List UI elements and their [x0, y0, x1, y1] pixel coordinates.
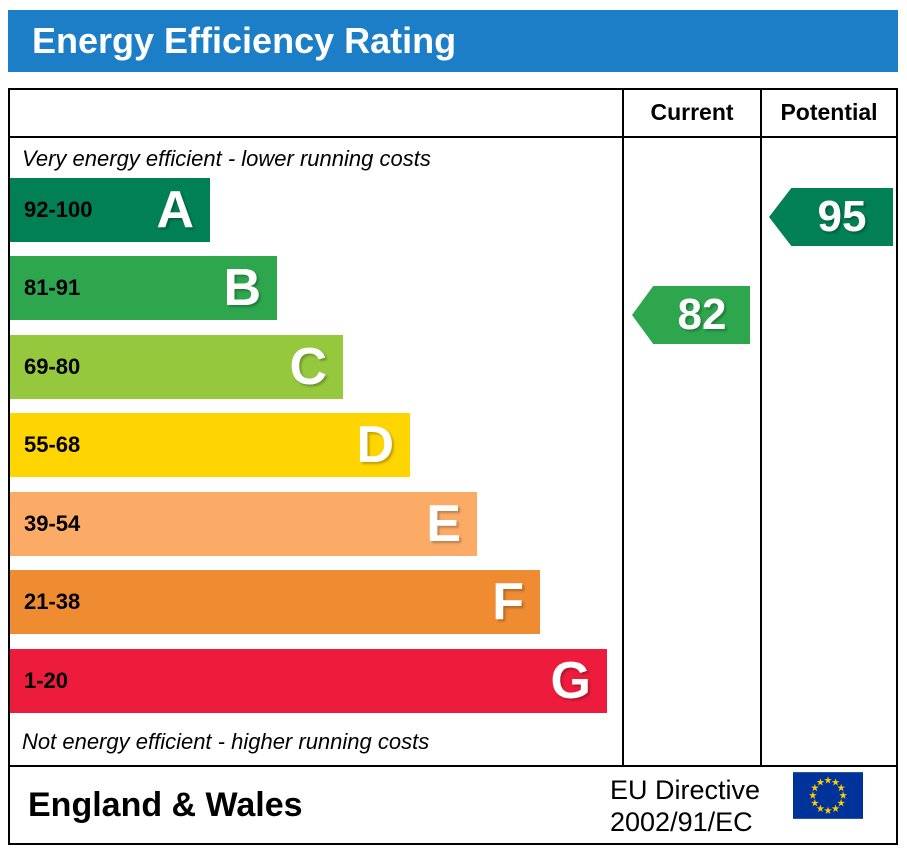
potential-rating-pointer: 95	[769, 188, 893, 246]
current-rating-value: 82	[677, 290, 727, 339]
header-row-divider	[10, 136, 896, 138]
current-rating-pointer: 82	[632, 286, 750, 344]
potential-rating-value: 95	[817, 192, 867, 241]
current-column-header: Current	[650, 99, 734, 125]
band-row-c: 69-80 C	[10, 335, 343, 399]
current-column-divider	[622, 90, 624, 765]
band-range: 92-100	[24, 197, 93, 222]
band-range: 1-20	[24, 668, 69, 693]
band-range: 39-54	[24, 511, 81, 536]
band-range: 69-80	[24, 354, 81, 379]
band-range: 81-91	[24, 275, 81, 300]
band-range: 55-68	[24, 432, 81, 457]
eu-directive-line1: EU Directive	[610, 775, 761, 805]
band-letter: D	[356, 416, 394, 474]
band-row-b: 81-91 B	[10, 256, 277, 320]
potential-column-divider	[760, 90, 762, 765]
band-letter: E	[426, 495, 461, 553]
band-letter: B	[223, 259, 261, 317]
bottom-note: Not energy efficient - higher running co…	[22, 729, 430, 754]
page-title: Energy Efficiency Rating	[32, 20, 457, 61]
band-row-a: 92-100 A	[10, 178, 210, 242]
band-letter: A	[156, 181, 194, 239]
band-letter: C	[289, 338, 327, 396]
eu-directive-line2: 2002/91/EC	[610, 807, 753, 837]
band-letter: F	[492, 573, 524, 631]
band-range: 21-38	[24, 589, 81, 614]
title-bar: Energy Efficiency Rating	[8, 10, 898, 72]
band-row-f: 21-38 F	[10, 570, 540, 634]
potential-column-header: Potential	[780, 99, 878, 125]
band-row-g: 1-20 G	[10, 649, 607, 713]
footer-row-divider	[10, 765, 896, 767]
band-row-e: 39-54 E	[10, 492, 477, 556]
eu-directive-text: EU Directive 2002/91/EC	[610, 774, 760, 838]
footer-region-label: England & Wales	[28, 786, 303, 824]
top-note: Very energy efficient - lower running co…	[22, 146, 431, 171]
band-row-d: 55-68 D	[10, 413, 410, 477]
eu-flag-icon	[793, 772, 863, 824]
band-letter: G	[550, 652, 591, 710]
